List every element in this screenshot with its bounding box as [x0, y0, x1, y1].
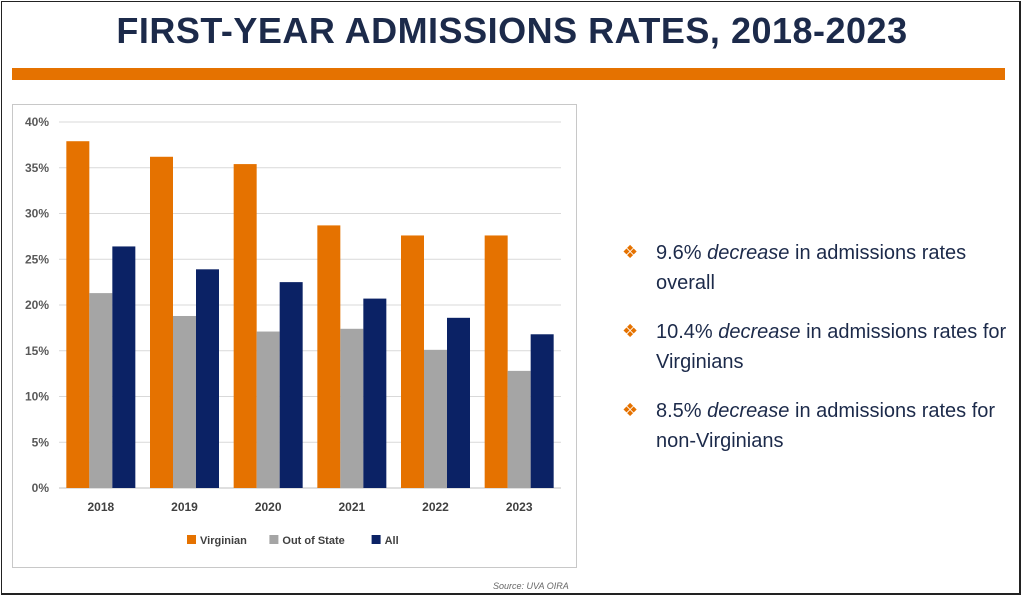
- legend-swatch: [269, 535, 279, 544]
- bar-out-of-state-2020: [256, 331, 280, 488]
- bar-all-2018: [112, 246, 136, 488]
- y-tick-label: 40%: [25, 115, 49, 129]
- diamond-cluster-icon: ❖: [622, 242, 639, 263]
- bullet-item-non-virginians: ❖ 8.5% decrease in admissions rates for …: [622, 396, 1017, 456]
- bar-all-2021: [363, 298, 387, 488]
- x-tick-label: 2023: [506, 500, 533, 514]
- bullet-rest: in admissions rates for Virginians: [656, 321, 1007, 373]
- y-tick-label: 20%: [25, 298, 49, 312]
- bullet-emphasis: decrease: [718, 321, 801, 343]
- bar-virginian-2019: [150, 156, 173, 488]
- legend-label: Virginian: [200, 535, 247, 547]
- bar-virginian-2018: [66, 141, 90, 488]
- title-divider: [12, 68, 1005, 80]
- y-tick-label: 10%: [25, 390, 49, 404]
- legend-swatch: [187, 535, 196, 544]
- bar-out-of-state-2021: [340, 328, 364, 488]
- x-tick-label: 2022: [422, 500, 449, 514]
- bar-virginian-2023: [484, 235, 508, 488]
- legend-label: Out of State: [282, 535, 344, 547]
- y-tick-label: 30%: [25, 207, 49, 221]
- y-tick-label: 15%: [25, 344, 49, 358]
- y-tick-label: 5%: [32, 435, 50, 449]
- bar-out-of-state-2018: [89, 293, 113, 488]
- legend-label: All: [385, 535, 399, 547]
- bullet-item-overall: ❖ 9.6% decrease in admissions rates over…: [622, 238, 1017, 298]
- bullet-rest: in admissions rates for non-Virginians: [656, 400, 996, 452]
- bullet-emphasis: decrease: [707, 242, 790, 264]
- page-title: FIRST-YEAR ADMISSIONS RATES, 2018-2023: [116, 10, 908, 51]
- y-tick-label: 35%: [25, 161, 49, 175]
- bullet-lead: 10.4%: [656, 321, 719, 343]
- bullet-rest: in admissions rates overall: [656, 242, 967, 294]
- chart-panel: 0% 5% 10% 15% 20% 25% 30% 35% 40% 2018 2019 2020 202…: [12, 104, 577, 568]
- x-tick-label: 2020: [255, 500, 282, 514]
- y-tick-label: 0%: [32, 481, 50, 495]
- bullet-emphasis: decrease: [707, 400, 790, 422]
- bar-all-2023: [530, 334, 554, 488]
- bar-all-2020: [279, 282, 303, 488]
- x-tick-label: 2019: [171, 500, 198, 514]
- y-tick-label: 25%: [25, 252, 49, 266]
- diamond-cluster-icon: ❖: [622, 400, 639, 421]
- x-tick-label: 2021: [338, 500, 365, 514]
- bullet-lead: 8.5%: [656, 400, 708, 422]
- bar-out-of-state-2019: [173, 315, 196, 488]
- bar-chart: 0% 5% 10% 15% 20% 25% 30% 35% 40% 2018 2019 2020 202…: [25, 115, 561, 547]
- legend-swatch: [371, 535, 381, 544]
- source-note: Source: UVA OIRA: [493, 581, 569, 591]
- diamond-cluster-icon: ❖: [622, 321, 639, 342]
- bar-all-2019: [196, 269, 219, 488]
- summary-bullets: ❖ 9.6% decrease in admissions rates over…: [622, 238, 1017, 475]
- bullet-lead: 9.6%: [656, 242, 708, 264]
- bar-all-2022: [447, 317, 470, 488]
- bar-out-of-state-2023: [507, 370, 531, 488]
- bar-out-of-state-2022: [424, 349, 447, 488]
- bar-virginian-2020: [233, 164, 257, 488]
- bullet-item-virginians: ❖ 10.4% decrease in admissions rates for…: [622, 317, 1017, 377]
- bar-virginian-2022: [401, 235, 424, 488]
- x-tick-label: 2018: [87, 500, 114, 514]
- bar-virginian-2021: [317, 225, 341, 488]
